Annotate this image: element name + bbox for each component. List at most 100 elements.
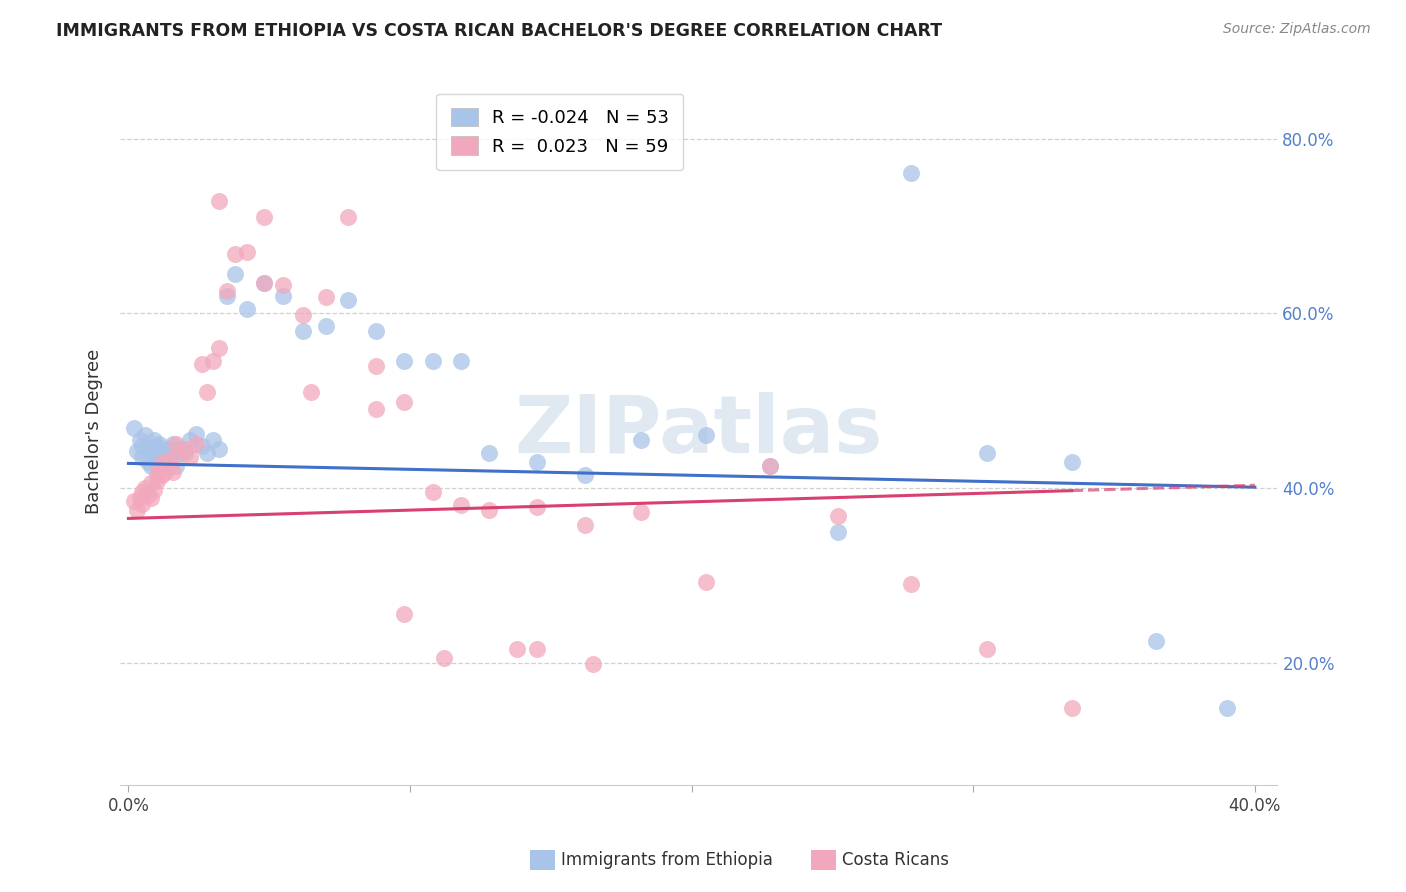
Point	[252, 210, 274, 224]
Point	[150, 467, 173, 482]
Point	[136, 442, 159, 456]
Text: ZIPatlas: ZIPatlas	[515, 392, 883, 470]
Point	[215, 289, 238, 303]
Point	[128, 491, 150, 506]
Point	[195, 384, 218, 399]
Point	[125, 502, 148, 516]
Point	[136, 455, 159, 469]
Point	[148, 463, 170, 477]
Point	[184, 437, 207, 451]
Y-axis label: Bachelor's Degree: Bachelor's Degree	[86, 349, 103, 514]
Point	[235, 245, 257, 260]
Point	[122, 494, 145, 508]
Point	[184, 426, 207, 441]
Point	[252, 276, 274, 290]
Point	[134, 481, 156, 495]
Point	[131, 497, 153, 511]
Point	[159, 446, 181, 460]
Point	[139, 446, 162, 460]
Point	[450, 354, 472, 368]
Point	[131, 439, 153, 453]
Point	[450, 499, 472, 513]
Point	[695, 575, 717, 590]
Point	[131, 450, 153, 465]
Point	[139, 458, 162, 473]
Point	[167, 446, 190, 460]
Point	[900, 167, 922, 181]
Point	[433, 651, 456, 665]
Point	[506, 642, 529, 657]
Point	[759, 458, 782, 473]
Point	[122, 421, 145, 435]
Point	[150, 457, 173, 471]
Text: Immigrants from Ethiopia: Immigrants from Ethiopia	[561, 851, 773, 869]
Point	[900, 577, 922, 591]
Point	[976, 642, 998, 657]
Point	[142, 433, 165, 447]
Point	[165, 437, 187, 451]
Point	[195, 446, 218, 460]
Point	[159, 458, 181, 473]
Point	[150, 444, 173, 458]
Point	[695, 428, 717, 442]
Point	[292, 324, 315, 338]
Point	[574, 467, 596, 482]
Point	[215, 285, 238, 299]
Point	[207, 341, 229, 355]
Point	[139, 476, 162, 491]
Point	[145, 439, 167, 453]
Point	[173, 442, 195, 456]
Point	[1060, 455, 1083, 469]
Point	[207, 442, 229, 456]
Point	[145, 467, 167, 482]
Point	[162, 437, 184, 451]
Point	[173, 446, 195, 460]
Point	[131, 485, 153, 500]
Point	[167, 442, 190, 456]
Point	[574, 517, 596, 532]
Point	[201, 354, 224, 368]
Text: Costa Ricans: Costa Ricans	[842, 851, 949, 869]
Point	[162, 465, 184, 479]
Point	[179, 450, 201, 465]
Point	[1060, 701, 1083, 715]
Point	[394, 395, 416, 409]
Point	[142, 483, 165, 497]
Point	[190, 439, 212, 453]
Point	[271, 278, 294, 293]
Point	[235, 301, 257, 316]
Point	[366, 359, 388, 373]
Point	[582, 657, 605, 672]
Point	[139, 491, 162, 506]
Text: Source: ZipAtlas.com: Source: ZipAtlas.com	[1223, 22, 1371, 37]
Point	[165, 458, 187, 473]
Point	[224, 247, 246, 261]
Point	[526, 455, 548, 469]
Point	[315, 291, 337, 305]
Point	[526, 642, 548, 657]
Point	[366, 402, 388, 417]
Point	[292, 308, 315, 322]
Point	[142, 453, 165, 467]
Point	[201, 433, 224, 447]
Point	[148, 437, 170, 451]
Point	[156, 442, 179, 456]
Point	[422, 485, 444, 500]
Point	[478, 502, 501, 516]
Point	[179, 433, 201, 447]
Text: IMMIGRANTS FROM ETHIOPIA VS COSTA RICAN BACHELOR'S DEGREE CORRELATION CHART: IMMIGRANTS FROM ETHIOPIA VS COSTA RICAN …	[56, 22, 942, 40]
Point	[153, 450, 176, 465]
Point	[337, 293, 360, 307]
Point	[394, 607, 416, 622]
Point	[136, 488, 159, 502]
Point	[301, 384, 323, 399]
Point	[366, 324, 388, 338]
Point	[827, 524, 849, 539]
Point	[134, 428, 156, 442]
Point	[128, 433, 150, 447]
Legend: R = -0.024   N = 53, R =  0.023   N = 59: R = -0.024 N = 53, R = 0.023 N = 59	[436, 94, 683, 170]
Point	[271, 289, 294, 303]
Point	[145, 448, 167, 462]
Point	[1144, 633, 1167, 648]
Point	[422, 354, 444, 368]
